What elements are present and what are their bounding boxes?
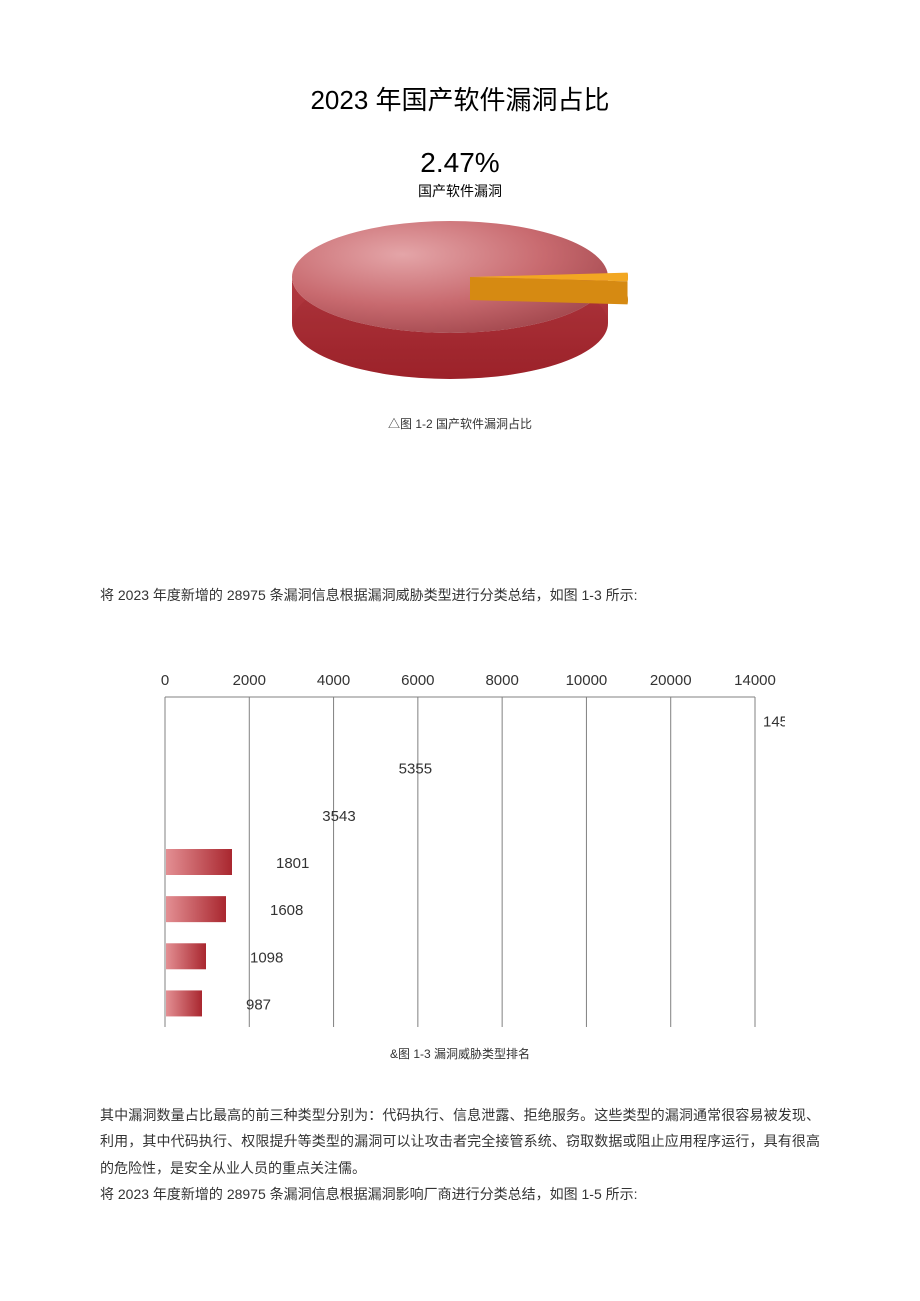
svg-text:4000: 4000 — [317, 672, 350, 689]
paragraph-intro-bar: 将 2023 年度新增的 28975 条漏洞信息根据漏洞威胁类型进行分类总结，如… — [100, 582, 820, 609]
paragraph-intro-vendor: 将 2023 年度新增的 28975 条漏洞信息根据漏洞影响厂商进行分类总结，如… — [100, 1181, 820, 1208]
pie-percent-label: 国产软件漏洞 — [100, 181, 820, 201]
svg-text:1608: 1608 — [270, 902, 303, 919]
svg-text:10000: 10000 — [566, 672, 608, 689]
svg-text:5355: 5355 — [399, 760, 432, 777]
pie-chart — [270, 209, 650, 409]
svg-text:1098: 1098 — [250, 949, 283, 966]
bar-caption: &图 1-3 漏洞威胁类型排名 — [100, 1045, 820, 1062]
section-title: 2023 年国产软件漏洞占比 — [100, 80, 820, 117]
svg-text:20000: 20000 — [650, 672, 692, 689]
svg-text:0: 0 — [161, 672, 169, 689]
paragraph-analysis: 其中漏洞数量占比最高的前三种类型分别为：代码执行、信息泄露、拒绝服务。这些类型的… — [100, 1102, 820, 1182]
svg-text:2000: 2000 — [233, 672, 266, 689]
pie-caption: △图 1-2 国产软件漏洞占比 — [100, 415, 820, 432]
bar-chart: 0 2000 4000 6000 8000 10000 20000 14000 14515 535… — [135, 659, 785, 1039]
svg-text:987: 987 — [246, 996, 271, 1013]
svg-text:6000: 6000 — [401, 672, 434, 689]
svg-text:14000: 14000 — [734, 672, 776, 689]
svg-text:3543: 3543 — [322, 807, 355, 824]
svg-text:8000: 8000 — [485, 672, 518, 689]
svg-text:1801: 1801 — [276, 855, 309, 872]
svg-text:14515: 14515 — [763, 713, 785, 730]
pie-percent-value: 2.47% — [100, 147, 820, 179]
